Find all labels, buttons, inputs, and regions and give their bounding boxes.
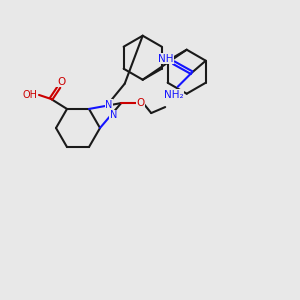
Text: N: N <box>110 110 117 120</box>
Text: NH₂: NH₂ <box>164 90 184 100</box>
Text: OH: OH <box>22 90 38 100</box>
Text: O: O <box>57 77 65 87</box>
Text: NH: NH <box>158 54 173 64</box>
Text: O: O <box>136 98 144 108</box>
Text: N: N <box>105 100 112 110</box>
